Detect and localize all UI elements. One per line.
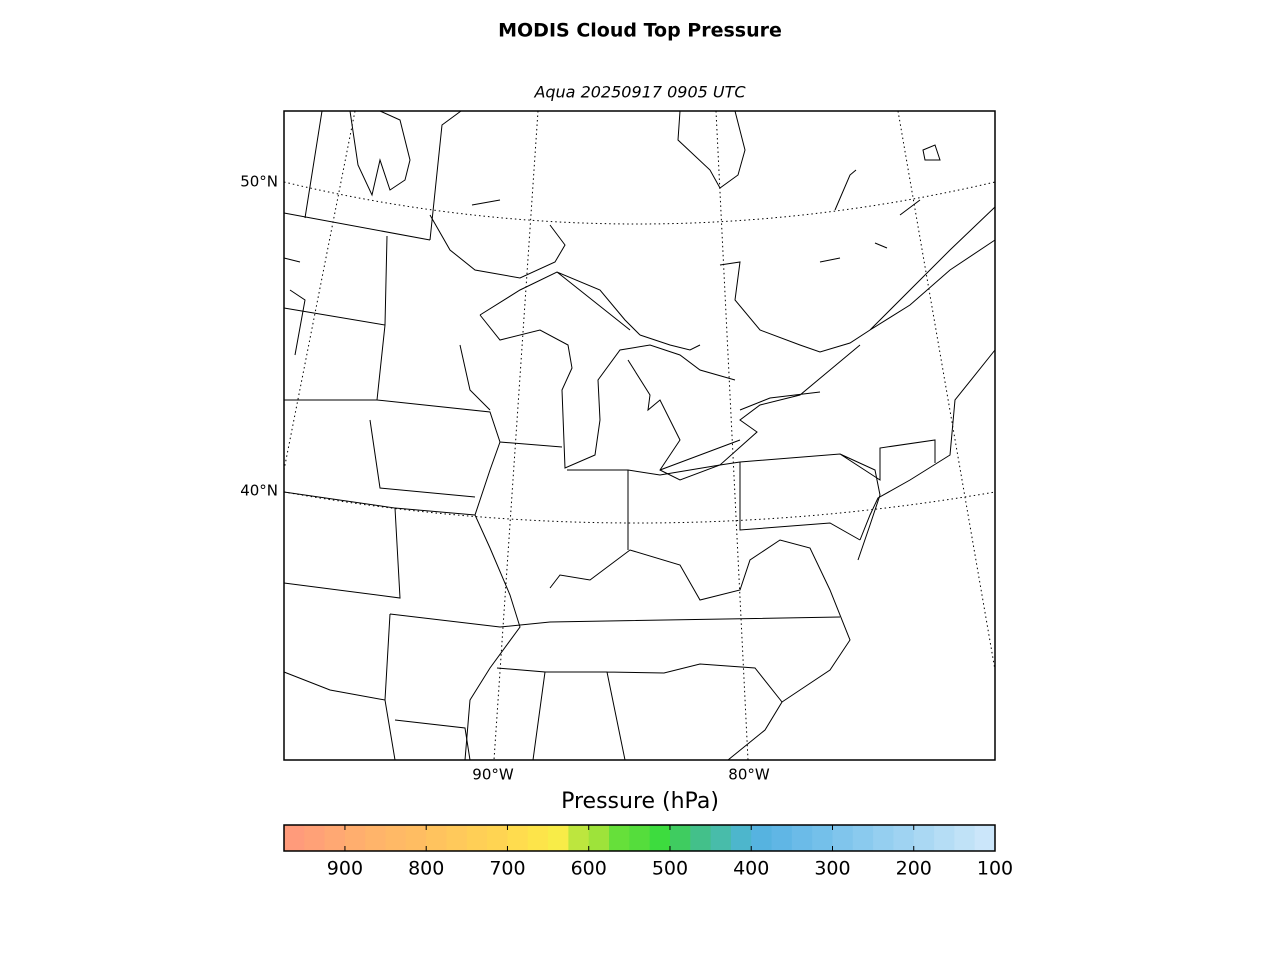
colorbar-segment bbox=[466, 825, 488, 851]
tick-label: 700 bbox=[489, 858, 525, 880]
colorbar-segment bbox=[629, 825, 651, 851]
colorbar-segment bbox=[649, 825, 671, 851]
subtitle: Aqua 20250917 0905 UTC bbox=[533, 83, 746, 102]
colorbar-segment bbox=[405, 825, 427, 851]
colorbar-segment bbox=[710, 825, 732, 851]
parallel bbox=[283, 181, 996, 225]
colorbar-segment bbox=[934, 825, 955, 851]
coastline bbox=[283, 110, 996, 761]
lat-label: 50°N bbox=[240, 173, 278, 191]
tick-label: 200 bbox=[896, 858, 932, 880]
colorbar-segment bbox=[426, 825, 448, 851]
colorbar-segment bbox=[974, 825, 996, 851]
colorbar-segment bbox=[324, 825, 346, 851]
colorbar-segment bbox=[568, 825, 590, 851]
colorbar-segment bbox=[873, 825, 894, 851]
title: MODIS Cloud Top Pressure bbox=[498, 20, 782, 42]
tick-label: 800 bbox=[408, 858, 444, 880]
colorbar-segment bbox=[954, 825, 976, 851]
colorbar-segment bbox=[304, 825, 326, 851]
map: 50°N 40°N 90°W 80°W bbox=[240, 110, 996, 784]
colorbar-segment bbox=[487, 825, 508, 851]
lon-label: 90°W bbox=[472, 766, 514, 784]
colorbar-segment bbox=[365, 825, 387, 851]
colorbar-segment bbox=[548, 825, 569, 851]
lon-label: 80°W bbox=[728, 766, 770, 784]
meridian bbox=[715, 110, 749, 761]
colorbar-segment bbox=[669, 825, 691, 851]
meridian bbox=[897, 110, 996, 671]
meridian bbox=[283, 110, 356, 471]
tick-label: 100 bbox=[977, 858, 1013, 880]
colorbar-label: Pressure (hPa) bbox=[561, 789, 719, 814]
tick-label: 400 bbox=[733, 858, 769, 880]
colorbar-segment bbox=[791, 825, 813, 851]
colorbar-segment bbox=[588, 825, 610, 851]
tick-label: 500 bbox=[652, 858, 688, 880]
colorbar-segment bbox=[507, 825, 529, 851]
colorbar-segment bbox=[690, 825, 712, 851]
colorbar-frame bbox=[283, 824, 996, 852]
tick-label: 900 bbox=[327, 858, 363, 880]
colorbar-segment bbox=[913, 825, 935, 851]
colorbar-segment bbox=[730, 825, 752, 851]
colorbar-segment bbox=[609, 825, 630, 851]
border bbox=[283, 110, 936, 761]
colorbar-segment bbox=[527, 825, 549, 851]
colorbar: 900 800 700 600 500 400 300 200 100 bbox=[283, 824, 1013, 880]
tick-label: 600 bbox=[571, 858, 607, 880]
colorbar-segment bbox=[385, 825, 407, 851]
colorbar-segment bbox=[284, 825, 305, 851]
colorbar-segment bbox=[771, 825, 793, 851]
map-frame bbox=[283, 110, 996, 761]
colorbar-segment bbox=[852, 825, 874, 851]
meridian bbox=[493, 110, 539, 761]
colorbar-segment bbox=[344, 825, 366, 851]
lat-label: 40°N bbox=[240, 482, 278, 500]
colorbar-segment bbox=[812, 825, 833, 851]
colorbar-segment bbox=[751, 825, 773, 851]
tick-label: 300 bbox=[814, 858, 850, 880]
colorbar-segment bbox=[893, 825, 915, 851]
colorbar-segment bbox=[832, 825, 854, 851]
colorbar-segment bbox=[446, 825, 468, 851]
